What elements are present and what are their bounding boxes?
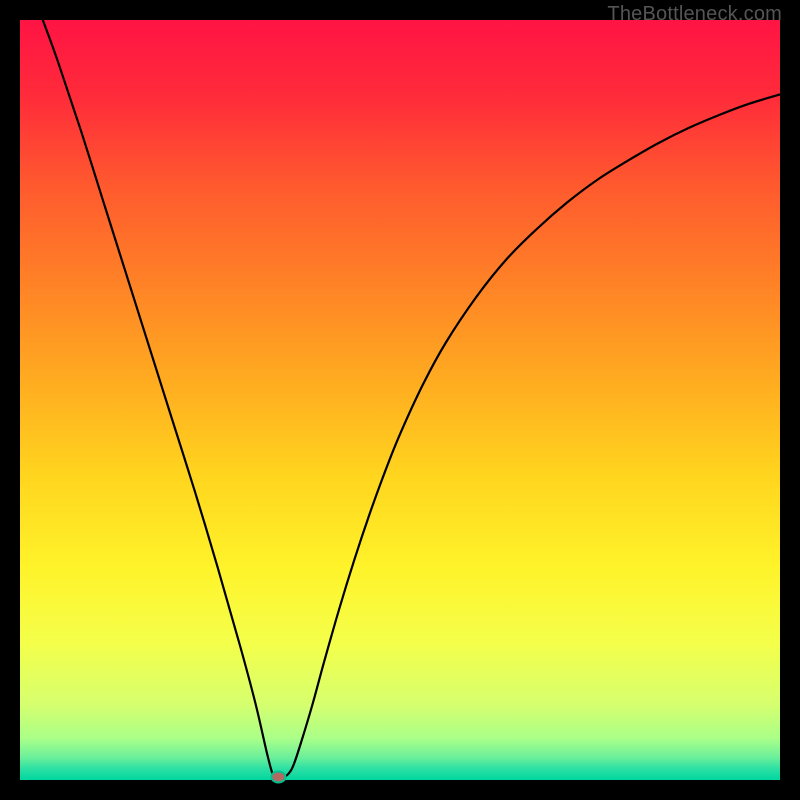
chart-container bbox=[0, 0, 800, 800]
bottleneck-chart bbox=[0, 0, 800, 800]
optimum-marker bbox=[271, 771, 285, 782]
chart-background bbox=[20, 20, 780, 780]
